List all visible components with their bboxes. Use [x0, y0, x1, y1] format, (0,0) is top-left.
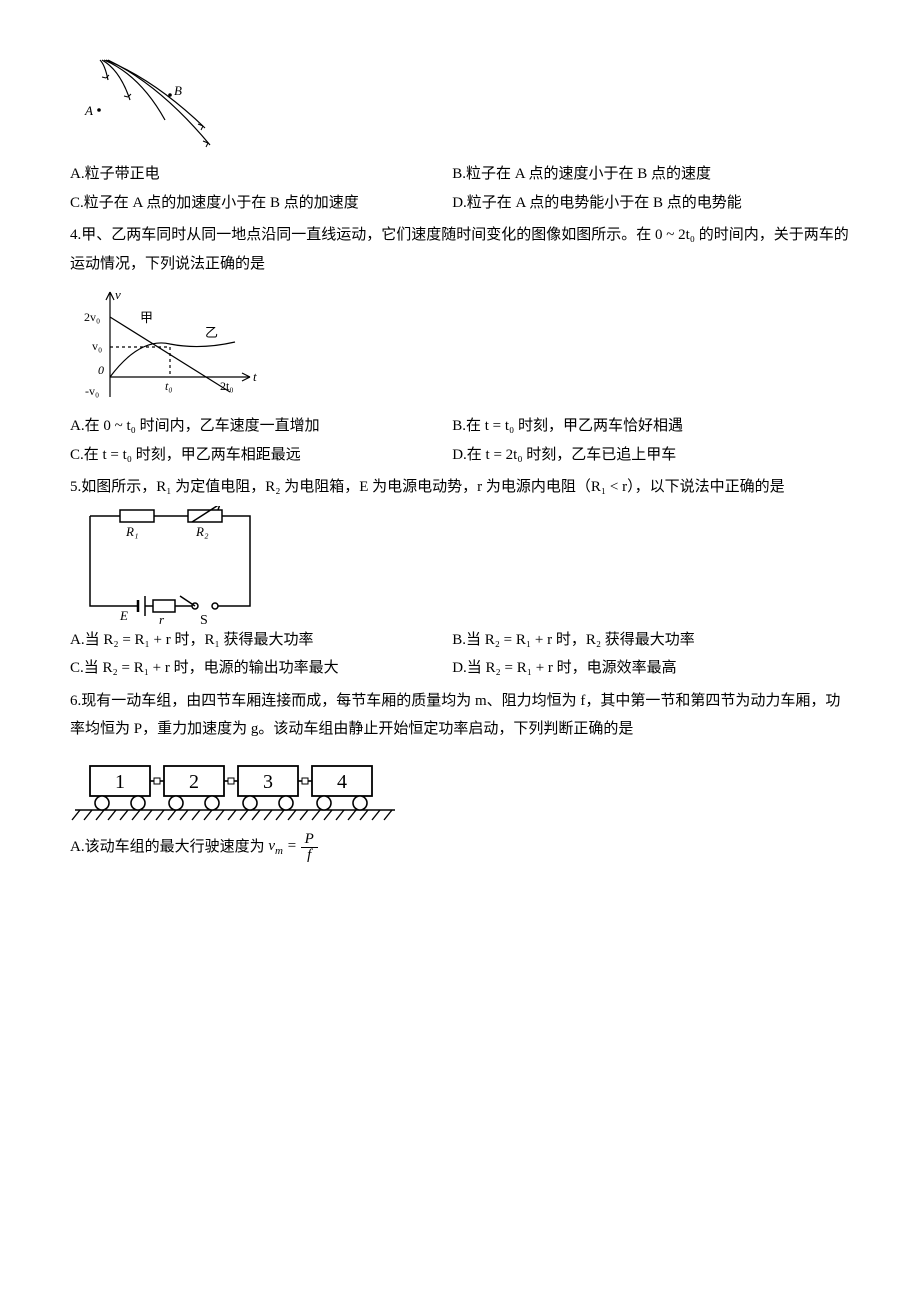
q4-lbl-nv0: -v₀ [85, 384, 99, 398]
q4-vt-graph: v t 2v₀ v₀ 0 -v₀ t₀ 2t₀ 甲 乙 [70, 282, 270, 412]
q6-optA-den: f [301, 848, 318, 863]
q4-lbl-jia: 甲 [140, 310, 153, 325]
wheel-icon [169, 796, 183, 810]
q4-lbl-2v0: 2v₀ [84, 310, 100, 324]
q5-lbl-S: S [200, 613, 208, 626]
q5-lbl-r: r [159, 612, 165, 626]
train-car-label: 3 [263, 771, 273, 793]
wheel-icon [95, 796, 109, 810]
q4-lbl-0: 0 [98, 363, 104, 377]
wheel-icon [317, 796, 331, 810]
q3-field-figure: A B [70, 50, 230, 160]
q4-option-D: D.在 t = 2t₀ 时刻，乙车已追上甲车 [452, 441, 834, 470]
wheel-icon [353, 796, 367, 810]
q4-lbl-t0: t₀ [165, 379, 173, 393]
q5-option-A: A.当 R₂ = R₁ + r 时，R₁ 获得最大功率 [70, 626, 452, 655]
train-car-label: 1 [115, 771, 125, 793]
q4-lbl-yi: 乙 [205, 325, 218, 340]
q3-option-D: D.粒子在 A 点的电势能小于在 B 点的电势能 [452, 189, 834, 218]
train-car-label: 4 [337, 771, 347, 793]
q3-option-A: A.粒子带正电 [70, 160, 452, 189]
q4-axis-v: v [115, 287, 121, 302]
q6-stem: 6.现有一动车组，由四节车厢连接而成，每节车厢的质量均为 m、阻力均恒为 f，其… [70, 687, 850, 744]
q3-option-C: C.粒子在 A 点的加速度小于在 B 点的加速度 [70, 189, 452, 218]
train-car-label: 2 [189, 771, 199, 793]
wheel-icon [243, 796, 257, 810]
q4-lbl-2t0: 2t₀ [220, 379, 234, 393]
q6-train-figure: 1 2 3 4 [70, 748, 400, 828]
q5-stem: 5.如图所示，R₁ 为定值电阻，R₂ 为电阻箱，E 为电源电动势，r 为电源内电… [70, 473, 850, 502]
q4-stem: 4.甲、乙两车同时从同一地点沿同一直线运动，它们速度随时间变化的图像如图所示。在… [70, 221, 850, 278]
wheel-icon [205, 796, 219, 810]
q5-option-C: C.当 R₂ = R₁ + r 时，电源的输出功率最大 [70, 654, 452, 683]
q4-option-B: B.在 t = t₀ 时刻，甲乙两车恰好相遇 [452, 412, 834, 441]
q4-option-C: C.在 t = t₀ 时刻，甲乙两车相距最远 [70, 441, 452, 470]
wheel-icon [131, 796, 145, 810]
wheel-icon [279, 796, 293, 810]
q3-label-A: A [84, 103, 93, 118]
q3-option-B: B.粒子在 A 点的速度小于在 B 点的速度 [452, 160, 834, 189]
q5-option-D: D.当 R₂ = R₁ + r 时，电源效率最高 [452, 654, 834, 683]
q6-optA-prefix: A.该动车组的最大行驶速度为 [70, 838, 268, 854]
q4-axis-t: t [253, 369, 257, 384]
q5-option-B: B.当 R₂ = R₁ + r 时，R₂ 获得最大功率 [452, 626, 834, 655]
q6-option-A: A.该动车组的最大行驶速度为 vm = P f [70, 832, 850, 863]
q4-lbl-v0: v₀ [92, 339, 102, 353]
q5-circuit: R₁ R₂ E r S [70, 506, 270, 626]
q5-lbl-R1: R₁ [125, 524, 138, 539]
q4-option-A: A.在 0 ~ t₀ 时间内，乙车速度一直增加 [70, 412, 452, 441]
q6-optA-num: P [301, 832, 318, 848]
q5-lbl-E: E [119, 608, 128, 623]
q5-lbl-R2: R₂ [195, 524, 209, 539]
q3-label-B: B [174, 83, 182, 98]
